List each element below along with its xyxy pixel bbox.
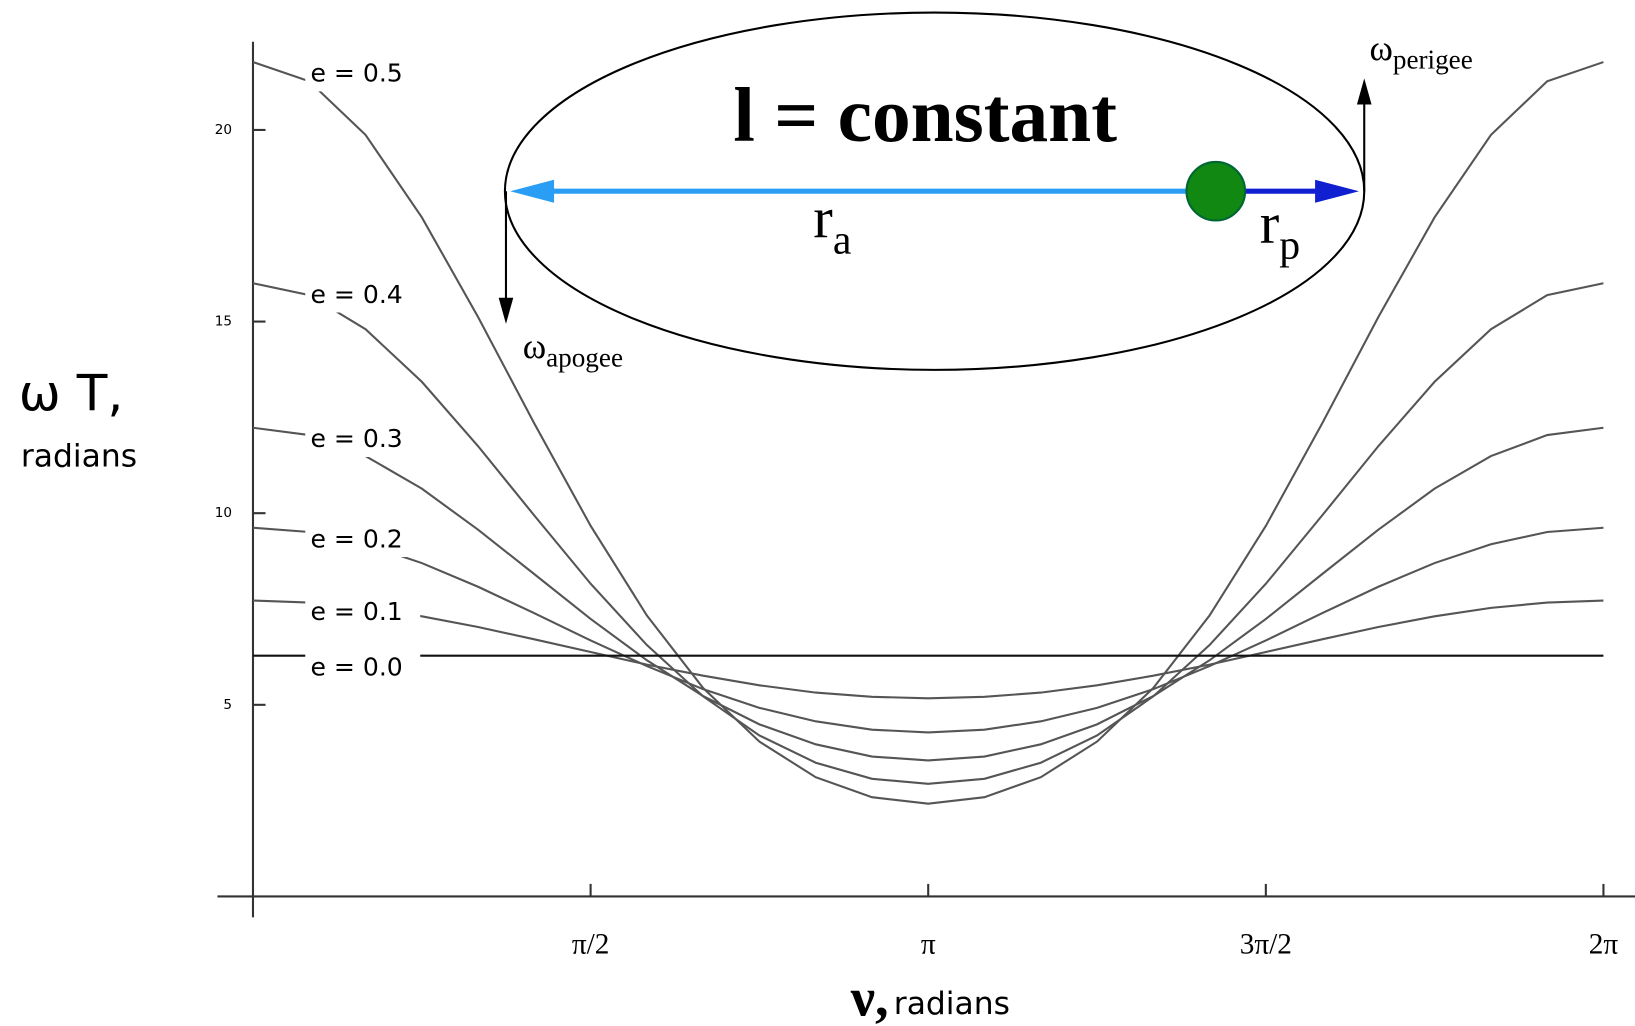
arrow-head: [1315, 179, 1360, 203]
x-axis-label: ν,: [850, 967, 889, 1026]
y-tick-label: 5: [223, 697, 232, 713]
label-background: [305, 523, 421, 558]
inset-title: l = constant: [733, 72, 1117, 158]
y-axis-unit: radians: [21, 439, 137, 475]
symbol: ω: [1369, 28, 1392, 68]
orbit-diagram: l = constant ra rp ωapogee ωperigee: [498, 11, 1473, 373]
series-label: e = 0.2: [310, 524, 402, 553]
r-apogee: ra: [813, 186, 851, 263]
series-label: e = 0.1: [310, 597, 402, 626]
label-background: [305, 279, 421, 313]
series-label: e = 0.5: [310, 59, 402, 88]
label-background: [305, 651, 421, 686]
x-tick-label: π: [921, 928, 936, 960]
series-line: [252, 282, 1604, 785]
label-background: [305, 57, 421, 92]
subscript: p: [1279, 222, 1300, 268]
y-tick-label: 15: [215, 314, 232, 330]
subscript: apogee: [546, 343, 623, 373]
symbol: r: [813, 186, 833, 251]
y-tick-label: 20: [215, 122, 232, 138]
series-line: [252, 61, 1604, 805]
omega-apogee: ωapogee: [523, 326, 623, 373]
plot-area: 5 10 15 20 π/2 π 3π/2 2π e = 0.5 e = 0.4 e = 0.3 e …: [215, 41, 1635, 960]
symbol: ω: [523, 326, 546, 366]
x-tick-label: 2π: [1589, 928, 1619, 960]
subscript: a: [833, 217, 852, 263]
arrow-head: [510, 179, 555, 203]
arrow-head: [1356, 78, 1372, 105]
series-label: e = 0.0: [310, 652, 402, 681]
x-tick-label: 3π/2: [1240, 928, 1292, 960]
series-line: [252, 426, 1604, 762]
label-background: [305, 423, 421, 457]
series-label: e = 0.4: [310, 280, 402, 309]
series-line: [252, 599, 1604, 700]
label-background: [305, 596, 421, 630]
series-line: [252, 526, 1604, 734]
subscript: perigee: [1393, 45, 1473, 75]
y-tick-label: 10: [215, 505, 232, 521]
x-tick-label: π/2: [572, 928, 610, 960]
series-label: e = 0.3: [310, 424, 402, 453]
arrow-head: [498, 297, 514, 324]
omega-perigee: ωperigee: [1369, 28, 1472, 75]
x-axis-unit: radians: [894, 986, 1010, 1022]
central-body: [1185, 160, 1247, 222]
y-axis-label: ω T,: [19, 364, 124, 423]
symbol: r: [1260, 191, 1280, 256]
r-perigee: rp: [1260, 191, 1300, 268]
